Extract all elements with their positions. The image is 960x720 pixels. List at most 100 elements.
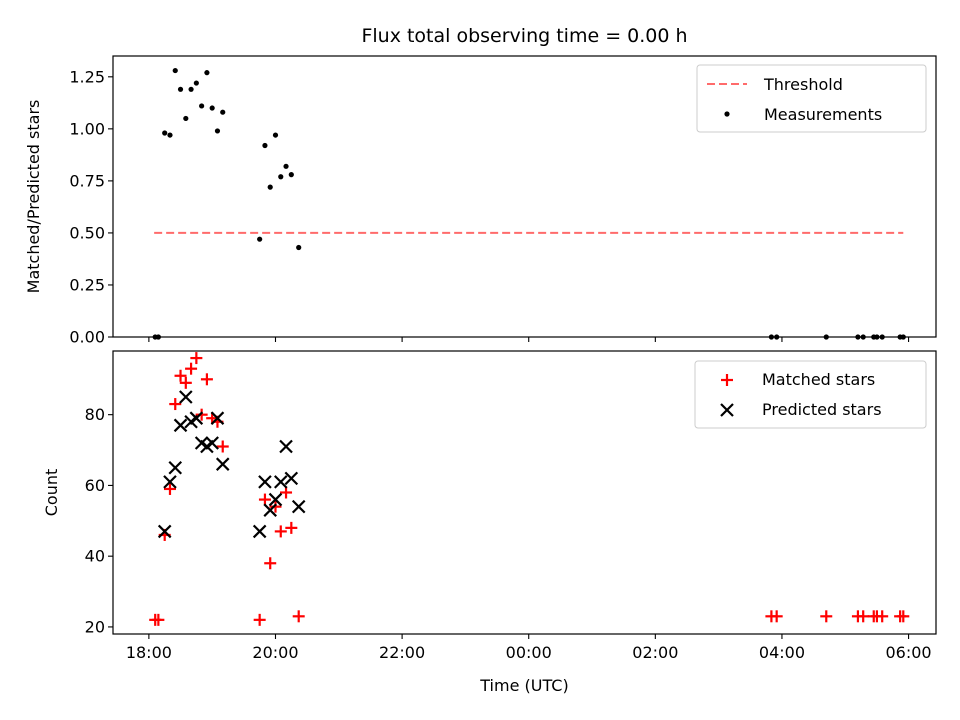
matched-legend-swatch: [721, 374, 733, 386]
predicted-star-point: [263, 503, 277, 517]
ratio-y-axis: 0.00 0.25 0.50 0.75 1.00 1.25: [69, 67, 113, 347]
threshold-legend-label: Threshold: [763, 75, 843, 94]
matched-star-point: [274, 525, 287, 538]
measurement-point: [283, 163, 289, 169]
x-tick-label: 02:00: [632, 643, 678, 662]
x-tick-label: 18:00: [126, 643, 172, 662]
predicted-star-point: [279, 439, 293, 454]
matched-star-point: [285, 521, 298, 534]
matched-star-point: [897, 610, 910, 623]
matched-star-point: [770, 610, 783, 623]
matched-star-point: [216, 440, 229, 453]
predicted-star-point: [210, 411, 225, 425]
y-tick-label: 80: [85, 405, 105, 424]
measurement-point: [183, 115, 189, 122]
matched-star-point: [185, 362, 198, 375]
count-legend: Matched stars Predicted stars: [694, 360, 927, 429]
predicted-star-point: [252, 524, 267, 539]
count-legend-box: [694, 360, 927, 429]
ratio-legend: Threshold Measurements: [696, 64, 927, 133]
measurements-legend-swatch: [724, 111, 730, 117]
measurement-point: [193, 80, 199, 86]
y-tick-label: 1.25: [69, 67, 105, 86]
measurement-point: [167, 132, 173, 138]
predicted-star-point: [268, 492, 283, 507]
measurements-legend-label: Measurements: [764, 105, 882, 124]
matched-star-point: [269, 500, 282, 513]
measurement-point: [220, 109, 226, 115]
predicted-star-point: [273, 475, 288, 489]
count-y-axis: 20 40 60 80: [85, 405, 113, 636]
predicted-legend-swatch: [720, 403, 734, 417]
count-x-axis-label: Time (UTC): [479, 676, 568, 695]
ratio-legend-box: [696, 64, 927, 133]
ratio-plot-frame: [112, 55, 937, 338]
y-tick-label: 0.00: [69, 328, 105, 347]
measurement-point: [204, 70, 210, 76]
matched-star-point: [200, 373, 213, 386]
y-tick-label: 60: [85, 476, 105, 495]
matched-star-point: [179, 376, 192, 389]
measurement-point: [267, 184, 273, 190]
matched-legend-label: Matched stars: [762, 370, 875, 389]
matched-star-point: [174, 369, 187, 382]
measurement-point: [272, 132, 279, 138]
ratio-y-axis-label: Matched/Predicted stars: [24, 100, 43, 294]
measurement-point: [278, 174, 284, 180]
x-tick-label: 00:00: [506, 643, 552, 662]
matched-star-point: [195, 408, 208, 421]
y-tick-label: 20: [85, 617, 105, 636]
predicted-star-point: [189, 411, 204, 425]
predicted-star-point: [173, 418, 188, 433]
measurement-point: [257, 236, 263, 242]
predicted-star-point: [163, 475, 177, 489]
count-x-axis: 18:00 20:00 22:00 00:00 02:00 04:00 06:00: [126, 634, 932, 662]
measurement-point: [188, 86, 194, 92]
measurement-point: [214, 128, 221, 134]
predicted-star-point: [284, 471, 299, 486]
ratio-plot-area: [152, 67, 906, 340]
matched-star-point: [876, 610, 889, 623]
matched-star-point: [820, 610, 833, 623]
x-tick-label: 22:00: [379, 643, 425, 662]
x-tick-label: 04:00: [759, 643, 805, 662]
matched-star-point: [264, 557, 277, 570]
predicted-star-point: [215, 457, 230, 471]
count-plot-area: [149, 352, 910, 626]
x-tick-label: 06:00: [886, 643, 932, 662]
matched-star-point: [190, 352, 203, 365]
predicted-star-point: [205, 436, 219, 450]
predicted-star-point: [179, 390, 193, 404]
matched-star-point: [169, 398, 182, 411]
ratio-plot: Flux total observing time = 0.00 h 0.00 0…: [24, 25, 937, 347]
count-plot-frame: [112, 350, 937, 635]
matched-star-point: [292, 610, 305, 623]
ratio-x-axis: [148, 337, 910, 342]
measurement-point: [177, 86, 184, 92]
measurement-point: [172, 67, 178, 74]
count-plot: 20 40 60 80 18:00 20:00 22:00 00:00 02:00 04:00 0…: [42, 350, 937, 695]
predicted-star-point: [258, 475, 272, 489]
measurement-point: [288, 172, 294, 178]
y-tick-label: 0.50: [69, 223, 105, 242]
predicted-legend-label: Predicted stars: [762, 400, 882, 419]
y-tick-label: 0.75: [69, 171, 105, 190]
matched-star-point: [857, 610, 870, 623]
y-tick-label: 1.00: [69, 119, 105, 138]
count-y-axis-label: Count: [42, 469, 61, 517]
matched-star-point: [152, 613, 165, 626]
chart-title: Flux total observing time = 0.00 h: [361, 25, 687, 47]
measurement-point: [199, 103, 205, 109]
matched-star-point: [253, 613, 266, 626]
y-tick-label: 40: [85, 547, 105, 566]
measurement-point: [209, 105, 215, 111]
predicted-star-point: [157, 524, 172, 539]
measurement-point: [162, 130, 168, 136]
x-tick-label: 20:00: [252, 643, 298, 662]
matched-star-point: [163, 482, 176, 495]
predicted-star-point: [291, 499, 306, 514]
predicted-star-point: [168, 460, 183, 475]
measurement-point: [262, 142, 268, 149]
measurement-point: [296, 244, 302, 251]
